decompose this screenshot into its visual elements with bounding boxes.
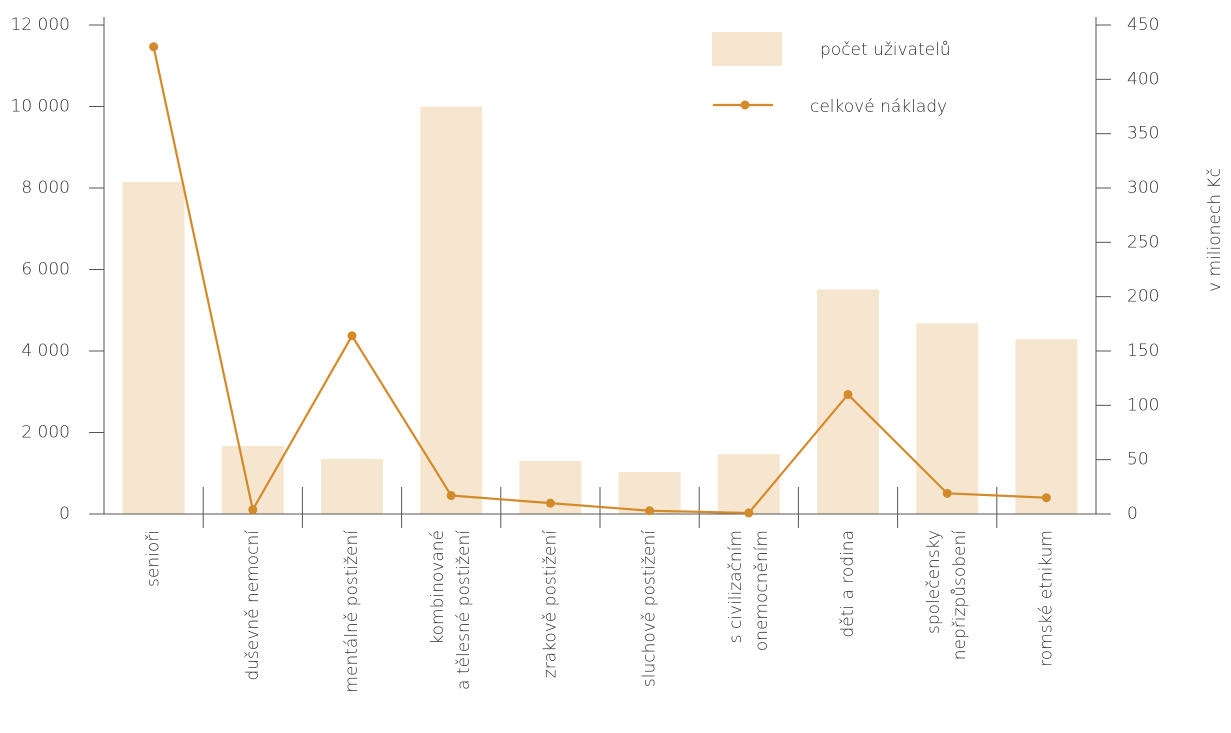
y-tick-label: 8 000: [21, 178, 70, 198]
x-tick-label: mentálně postižení: [342, 530, 362, 693]
line-marker: [744, 508, 754, 518]
line-marker: [843, 389, 853, 399]
bar: [221, 445, 284, 514]
x-tick-label-line: společensky: [924, 530, 944, 634]
y-tick-label: 0: [59, 504, 70, 524]
x-tick-label: děti a rodina: [838, 530, 858, 638]
x-tick-label: zrakově postižení: [540, 530, 560, 678]
line-marker: [545, 498, 555, 508]
x-tick-label-line: onemocněním: [752, 530, 772, 651]
bar: [321, 458, 383, 514]
bar: [717, 454, 780, 514]
bar: [1015, 339, 1078, 514]
x-tick-label: sluchově postižení: [640, 530, 660, 687]
y2-tick-label: 150: [1127, 341, 1159, 361]
y-tick-label: 4 000: [21, 341, 70, 361]
y-tick-label: 2 000: [21, 423, 70, 443]
legend-label: celkové náklady: [810, 97, 947, 117]
bar: [916, 323, 979, 514]
y-tick-label: 10 000: [11, 97, 70, 117]
line-marker: [248, 505, 258, 515]
x-tick-label-line: nepřizpůsobení: [950, 530, 970, 661]
legend-marker: [740, 100, 750, 110]
y2-tick-label: 450: [1127, 15, 1159, 35]
legend-swatch: [712, 32, 782, 66]
y2-axis-label: v milionech Kč: [1205, 168, 1225, 292]
line-marker: [347, 331, 357, 341]
x-tick-label-line: a tělesné postižení: [454, 530, 474, 690]
line-marker: [1041, 493, 1051, 503]
bar: [122, 181, 185, 514]
y-tick-label: 6 000: [21, 260, 70, 280]
line: [152, 46, 1047, 515]
bar: [817, 289, 879, 514]
line-marker: [446, 491, 456, 501]
y2-tick-label: 50: [1127, 450, 1149, 470]
x-tick-label-line: kombinované: [428, 530, 448, 645]
y2-tick-label: 100: [1127, 395, 1159, 415]
y2-tick-label: 250: [1127, 232, 1159, 252]
line-marker: [645, 506, 655, 516]
x-tick-label-line: s civilizačním: [726, 530, 746, 643]
x-tick-label: duševně nemocní: [243, 530, 263, 681]
y2-tick-label: 350: [1127, 124, 1159, 144]
x-tick-label: kombinované a tělesné postižení: [428, 530, 474, 690]
x-tick-label: romské etnikum: [1036, 530, 1056, 667]
x-tick-label: s civilizačním onemocněním: [726, 530, 772, 651]
y2-tick-label: 200: [1127, 287, 1159, 307]
x-tick-label: společensky nepřizpůsobení: [924, 530, 970, 661]
y2-tick-label: 400: [1127, 69, 1159, 89]
y2-tick-label: 300: [1127, 178, 1159, 198]
y2-tick-label: 0: [1127, 504, 1138, 524]
bar: [420, 106, 483, 514]
line-marker: [149, 42, 159, 52]
y-tick-label: 12 000: [11, 15, 70, 35]
legend-label: počet uživatelů: [820, 40, 951, 60]
x-tick-label: senioři: [144, 530, 164, 587]
line-marker: [942, 488, 952, 498]
